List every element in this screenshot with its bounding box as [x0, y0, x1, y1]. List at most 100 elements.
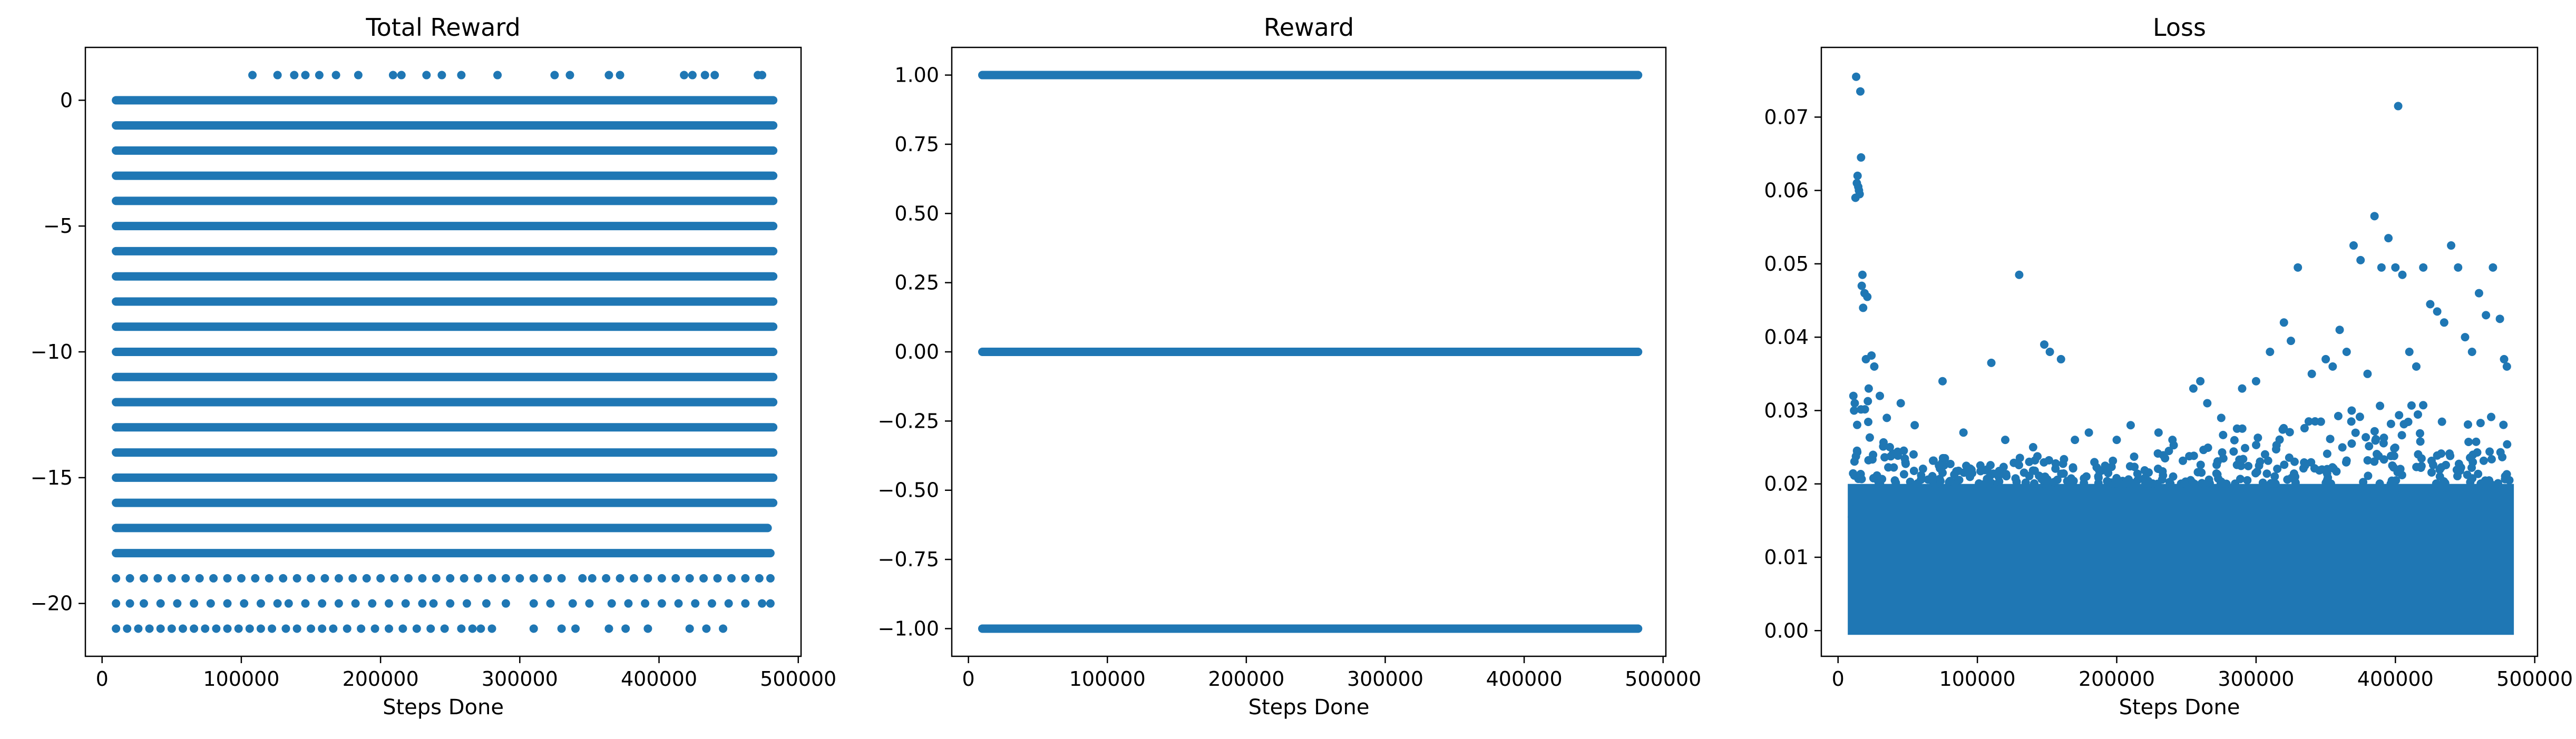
- scatter-point: [2197, 468, 2206, 477]
- scatter-point: [125, 574, 134, 583]
- scatter-point: [2219, 430, 2228, 439]
- scatter-point: [1876, 391, 1885, 400]
- scatter-point: [758, 599, 767, 608]
- scatter-point: [487, 624, 496, 633]
- scatter-point: [2019, 468, 2028, 477]
- scatter-point: [2101, 461, 2110, 470]
- scatter-point: [2244, 461, 2253, 470]
- scatter-point: [2419, 401, 2428, 410]
- scatter-point: [2090, 458, 2099, 467]
- scatter-point: [702, 624, 711, 633]
- scatter-point: [1917, 475, 1926, 484]
- scatter-point: [237, 574, 246, 583]
- scatter-point: [2476, 419, 2485, 428]
- scatter-point: [156, 624, 165, 633]
- scatter-point: [2236, 457, 2245, 466]
- scatter-point: [2446, 451, 2455, 460]
- scatter-point: [401, 599, 410, 608]
- scatter-point: [2419, 263, 2428, 272]
- scatter-point: [616, 574, 625, 583]
- scatter-point: [334, 574, 343, 583]
- scatter-point: [2263, 456, 2272, 465]
- scatter-point: [2154, 428, 2163, 437]
- scatter-point: [307, 624, 316, 633]
- scatter-point: [348, 574, 357, 583]
- scatter-point: [2056, 354, 2065, 363]
- scatter-point: [1859, 303, 1868, 312]
- scatter-point: [501, 599, 510, 608]
- scatter-point: [2051, 464, 2060, 473]
- scatter-point: [1909, 466, 1918, 475]
- scatter-point: [1966, 464, 1975, 473]
- scatter-point: [2190, 479, 2199, 488]
- x-tick-label: 100000: [203, 667, 279, 691]
- scatter-point: [357, 624, 366, 633]
- scatter-point: [2335, 326, 2344, 334]
- scatter-point: [2399, 420, 2408, 429]
- scatter-point: [2126, 421, 2135, 430]
- y-tick-label: 0.75: [894, 133, 939, 156]
- scatter-point: [585, 599, 594, 608]
- scatter-point: [474, 574, 483, 583]
- scatter-point: [2417, 454, 2426, 463]
- scatter-point: [2015, 460, 2024, 469]
- scatter-point: [2285, 428, 2294, 437]
- scatter-point: [351, 599, 360, 608]
- scatter-point: [1856, 87, 1865, 96]
- scatter-point: [2315, 466, 2324, 475]
- scatter-point: [2384, 234, 2393, 243]
- scatter-point: [384, 624, 393, 633]
- scatter-point: [331, 71, 340, 80]
- scatter-point: [1863, 397, 1872, 406]
- scatter-point: [557, 574, 566, 583]
- scatter-point: [2260, 450, 2269, 459]
- scatter-point: [2321, 354, 2330, 363]
- scatter-point: [334, 599, 343, 608]
- scatter-point: [588, 574, 597, 583]
- scatter-point: [604, 71, 613, 80]
- scatter-point: [2499, 420, 2508, 429]
- x-tick-label: 500000: [1625, 667, 1701, 691]
- scatter-point: [2304, 417, 2313, 426]
- scatter-point: [2391, 263, 2400, 272]
- scatter-point: [1886, 452, 1895, 461]
- scatter-point: [2196, 377, 2205, 386]
- scatter-point: [2376, 401, 2385, 410]
- scatter-point: [2398, 270, 2407, 279]
- scatter-point: [457, 624, 466, 633]
- scatter-point: [376, 574, 385, 583]
- scatter-point: [699, 574, 708, 583]
- scatter-point: [2251, 377, 2260, 386]
- scatter-point: [1889, 463, 1898, 472]
- scatter-point: [2432, 479, 2441, 488]
- scatter-point: [2468, 474, 2477, 483]
- scatter-point: [758, 71, 767, 80]
- scatter-point: [2472, 437, 2481, 446]
- x-tick-label: 0: [962, 667, 975, 691]
- scatter-point: [2258, 478, 2267, 487]
- scatter-point: [616, 71, 625, 80]
- scatter-point: [2243, 476, 2252, 485]
- scatter-point: [755, 574, 764, 583]
- scatter-point: [384, 599, 393, 608]
- scatter-point: [1863, 292, 1872, 301]
- scatter-point: [2251, 469, 2260, 478]
- scatter-point: [145, 624, 154, 633]
- scatter-point: [462, 599, 471, 608]
- scatter-point: [643, 574, 652, 583]
- scatter-point: [2427, 468, 2436, 477]
- scatter-point: [543, 574, 552, 583]
- x-tick-label: 300000: [2218, 667, 2294, 691]
- scatter-point: [2377, 263, 2386, 272]
- scatter-point: [643, 624, 652, 633]
- scatter-point: [1899, 470, 1908, 479]
- scatter-point: [1909, 450, 1918, 459]
- x-tick-label: 200000: [343, 667, 419, 691]
- scatter-point: [1938, 377, 1947, 386]
- scatter-point: [741, 574, 750, 583]
- data-marks: [978, 71, 1643, 633]
- scatter-point: [1850, 406, 1859, 415]
- scatter-point: [2394, 102, 2403, 111]
- scatter-point: [2342, 456, 2351, 465]
- scatter-point: [602, 574, 611, 583]
